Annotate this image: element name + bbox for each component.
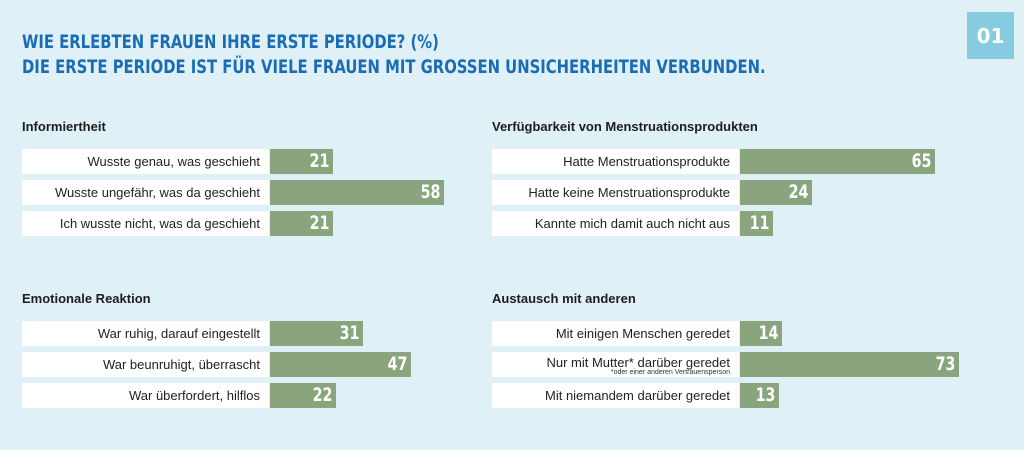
bar-value-label: 11 — [749, 212, 769, 234]
bar-row: War überfordert, hilflos 22 — [22, 383, 502, 408]
bar: 24 — [740, 180, 812, 205]
bar: 21 — [270, 149, 333, 174]
category-label: Hatte keine Menstruationsprodukte — [528, 185, 730, 200]
bar-chart: Informiertheit Wusste genau, was geschieh… — [22, 119, 512, 249]
category-label-box: War ruhig, darauf eingestellt — [22, 321, 269, 346]
category-label: Ich wusste nicht, was da geschieht — [59, 216, 260, 231]
category-label: Mit einigen Menschen geredet — [555, 326, 730, 341]
category-label: Nur mit Mutter* darüber geredet — [546, 355, 730, 370]
bar: 47 — [270, 352, 411, 377]
page-title: WIE ERLEBTEN FRAUEN IHRE ERSTE PERIODE? … — [22, 30, 766, 80]
bar-row: War ruhig, darauf eingestellt 31 — [22, 321, 502, 346]
bar-row: Mit einigen Menschen geredet 14 — [492, 321, 972, 346]
bar: 31 — [270, 321, 363, 346]
bar-row: Nur mit Mutter* darüber geredet *oder ein… — [492, 352, 972, 377]
bar-value-label: 21 — [309, 150, 329, 172]
bar-chart: Verfügbarkeit von Menstruationsprodukten… — [492, 119, 982, 249]
bar-chart: Emotionale Reaktion War ruhig, darauf ein… — [22, 291, 512, 421]
category-label-box: Kannte mich damit auch nicht aus — [492, 211, 739, 236]
bar-value-label: 13 — [755, 384, 775, 406]
bar: 11 — [740, 211, 773, 236]
category-label-box: Hatte keine Menstruationsprodukte — [492, 180, 739, 205]
bar-value-label: 21 — [309, 212, 329, 234]
bar-row: Kannte mich damit auch nicht aus 11 — [492, 211, 972, 236]
category-label-box: Mit niemandem darüber geredet — [492, 383, 739, 408]
category-footnote: *oder einer anderen Vertrauensperson — [610, 369, 730, 376]
bar-value-label: 22 — [312, 384, 332, 406]
bar-value-label: 24 — [788, 181, 808, 203]
chart-title: Informiertheit — [22, 119, 106, 134]
category-label-box: War beunruhigt, überrascht — [22, 352, 269, 377]
title-line-2: DIE ERSTE PERIODE IST FÜR VIELE FRAUEN M… — [22, 56, 766, 78]
bar: 21 — [270, 211, 333, 236]
category-label-box: Wusste genau, was geschieht — [22, 149, 269, 174]
bar-value-label: 47 — [387, 353, 407, 375]
bar-value-label: 14 — [758, 322, 778, 344]
category-label-box: Ich wusste nicht, was da geschieht — [22, 211, 269, 236]
bar: 13 — [740, 383, 779, 408]
category-label: War ruhig, darauf eingestellt — [97, 326, 260, 341]
bar-row: Mit niemandem darüber geredet 13 — [492, 383, 972, 408]
bar-value-label: 58 — [420, 181, 440, 203]
category-label-box: Hatte Menstruationsprodukte — [492, 149, 739, 174]
chart-title: Emotionale Reaktion — [22, 291, 151, 306]
category-label-box: Nur mit Mutter* darüber geredet *oder ein… — [492, 352, 739, 377]
bar-row: Ich wusste nicht, was da geschieht 21 — [22, 211, 502, 236]
category-label: Hatte Menstruationsprodukte — [563, 154, 730, 169]
bar-row: Hatte keine Menstruationsprodukte 24 — [492, 180, 972, 205]
bar-value-label: 31 — [339, 322, 359, 344]
bar: 14 — [740, 321, 782, 346]
category-label: War beunruhigt, überrascht — [102, 357, 260, 372]
bar-row: Wusste ungefähr, was da geschieht 58 — [22, 180, 502, 205]
bar-row: Hatte Menstruationsprodukte 65 — [492, 149, 972, 174]
chart-title: Austausch mit anderen — [492, 291, 636, 306]
bar: 65 — [740, 149, 935, 174]
category-label: Wusste genau, was geschieht — [87, 154, 260, 169]
category-label-box: War überfordert, hilflos — [22, 383, 269, 408]
bar-value-label: 65 — [911, 150, 931, 172]
title-line-1: WIE ERLEBTEN FRAUEN IHRE ERSTE PERIODE? … — [22, 31, 439, 53]
category-label-box: Wusste ungefähr, was da geschieht — [22, 180, 269, 205]
category-label: Mit niemandem darüber geredet — [545, 388, 730, 403]
category-label: Wusste ungefähr, was da geschieht — [55, 185, 260, 200]
bar: 73 — [740, 352, 959, 377]
page-number-badge: 01 — [967, 12, 1014, 59]
bar: 22 — [270, 383, 336, 408]
chart-title: Verfügbarkeit von Menstruationsprodukten — [492, 119, 758, 134]
category-label-box: Mit einigen Menschen geredet — [492, 321, 739, 346]
bar-chart: Austausch mit anderen Mit einigen Mensche… — [492, 291, 982, 421]
category-label: War überfordert, hilflos — [128, 388, 260, 403]
category-label: Kannte mich damit auch nicht aus — [534, 216, 730, 231]
bar-value-label: 73 — [935, 353, 955, 375]
bar: 58 — [270, 180, 444, 205]
bar-row: War beunruhigt, überrascht 47 — [22, 352, 502, 377]
bar-row: Wusste genau, was geschieht 21 — [22, 149, 502, 174]
